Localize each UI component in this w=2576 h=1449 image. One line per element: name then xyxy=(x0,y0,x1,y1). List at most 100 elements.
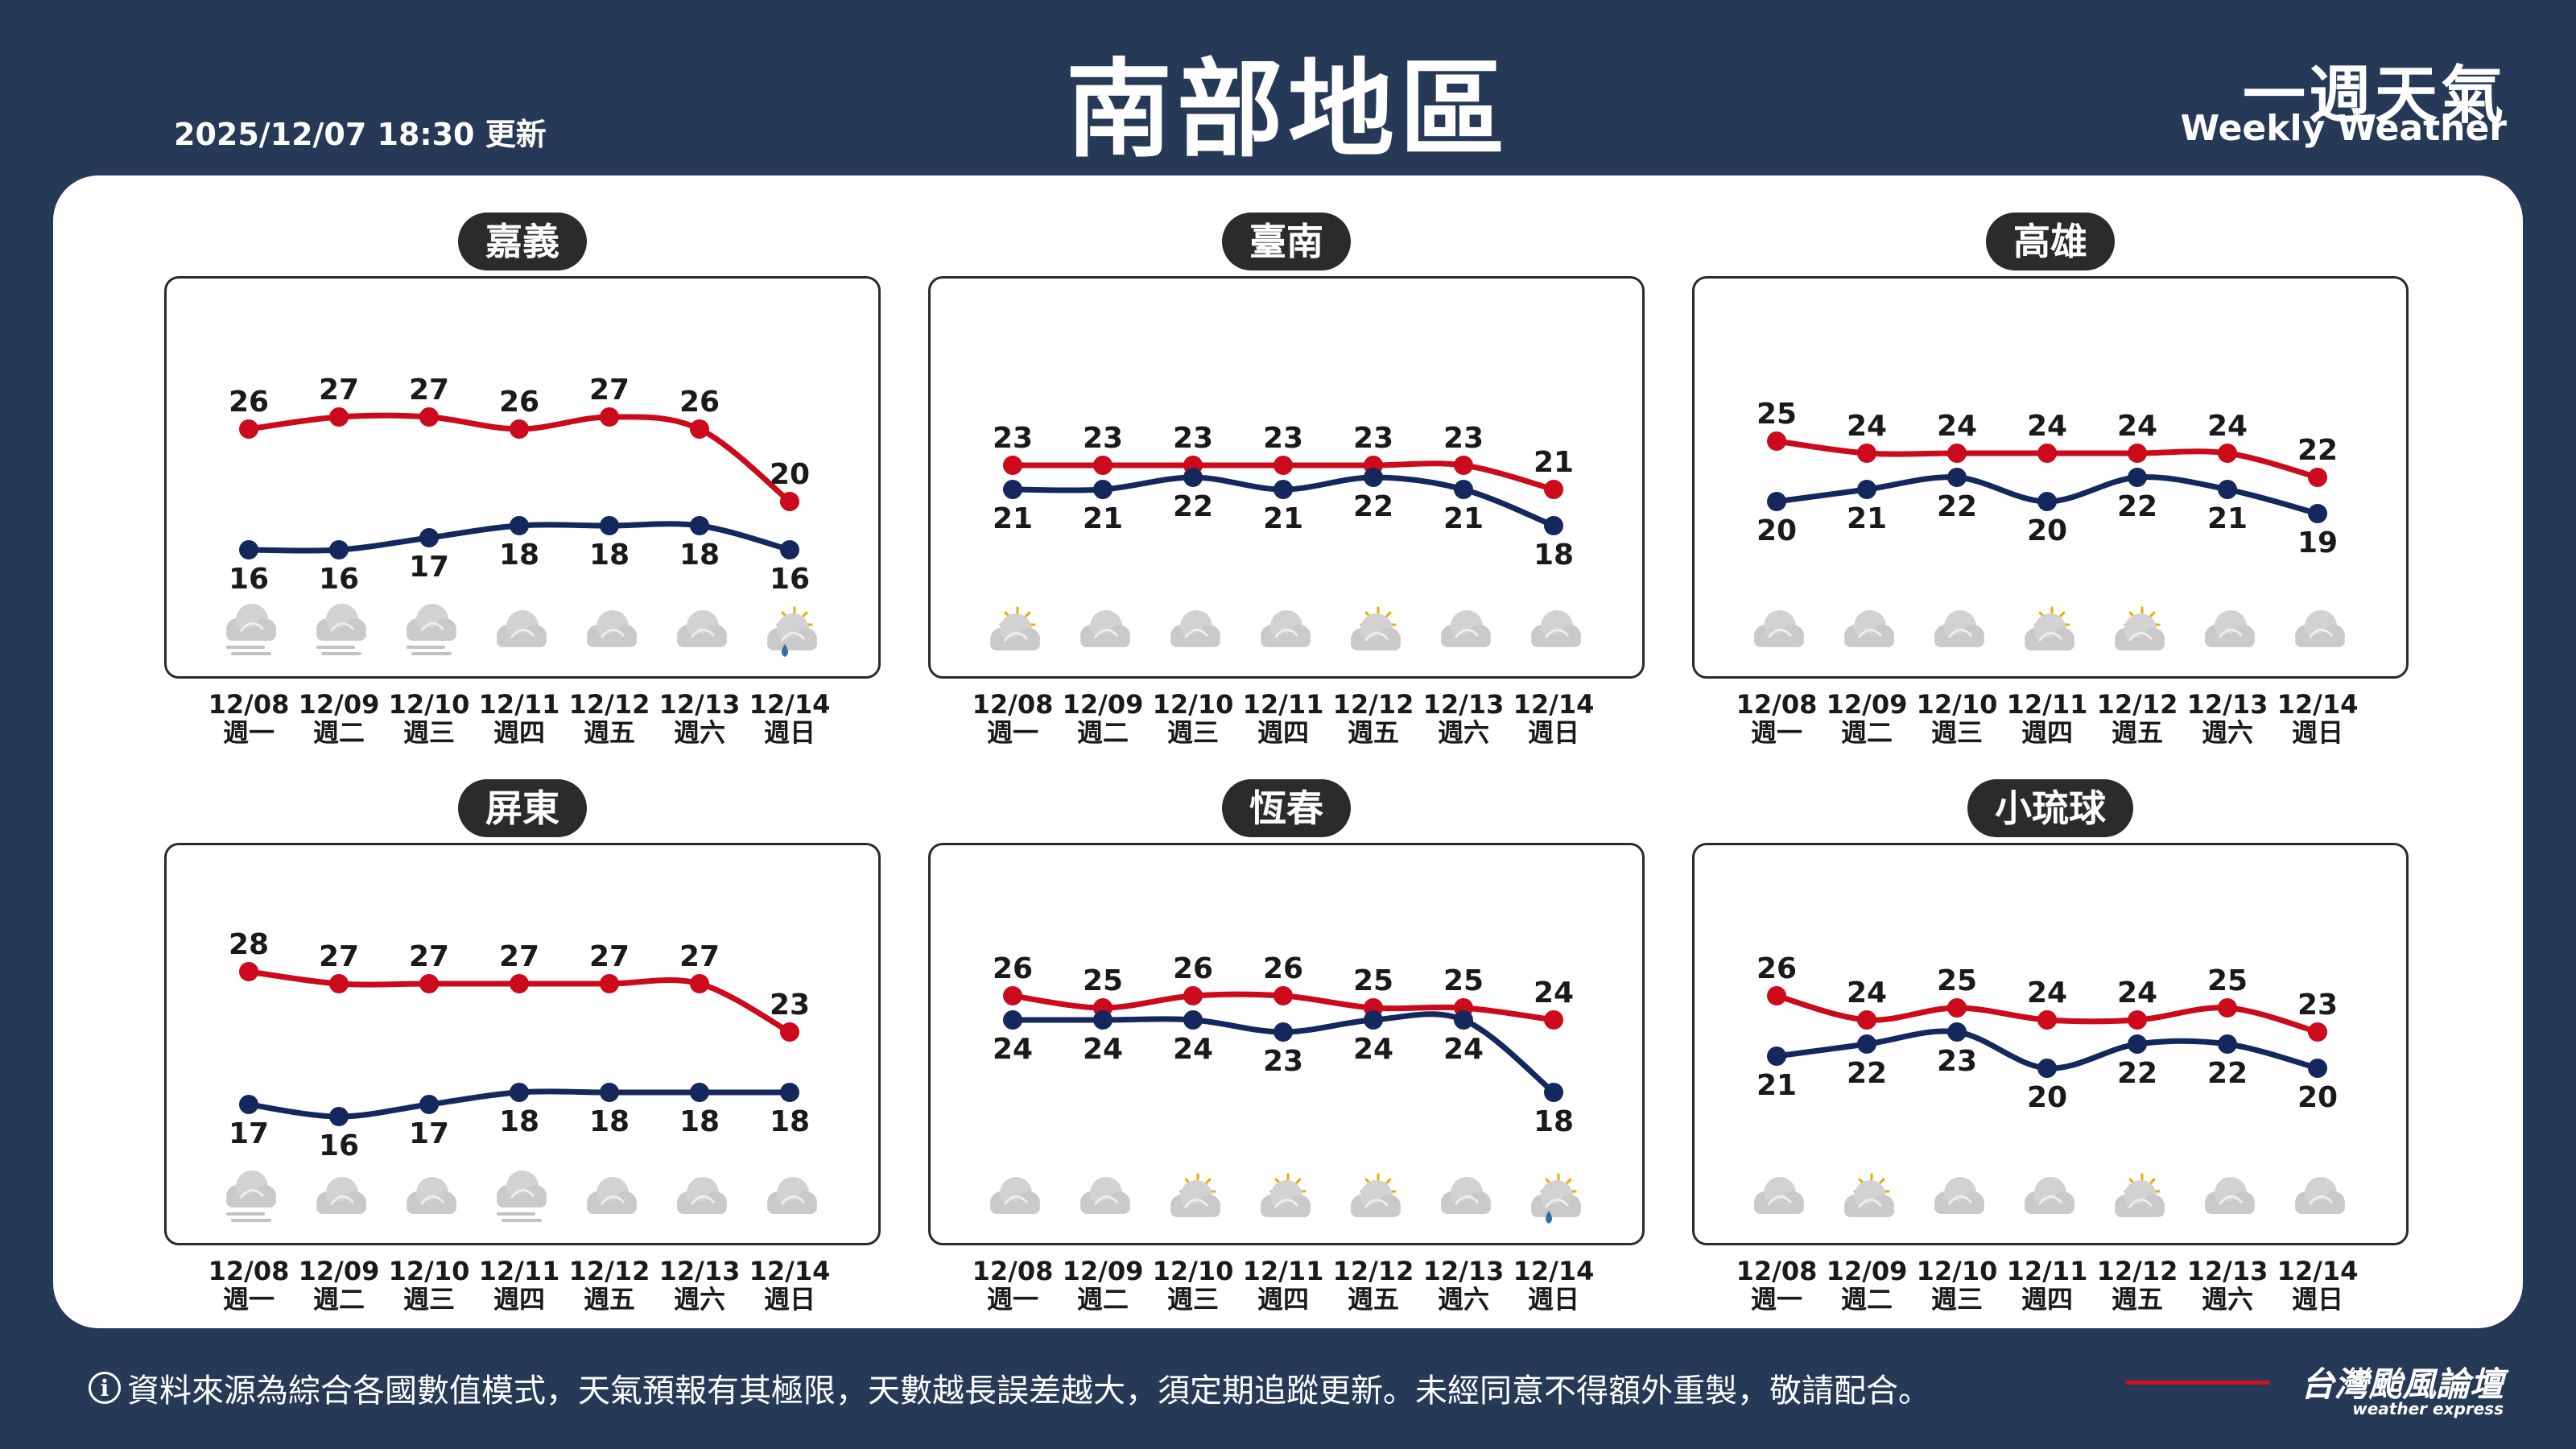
cloud-shape xyxy=(1441,610,1491,647)
low-temp-point xyxy=(1767,492,1786,511)
high-temp-label: 25 xyxy=(1443,964,1484,997)
cloudy-icon xyxy=(2295,610,2345,647)
cloudy-icon xyxy=(1934,1177,1984,1214)
weekday-tick-label: 週一 xyxy=(1751,1284,1802,1315)
weekday-tick-label: 週五 xyxy=(584,717,635,748)
cloud-shape xyxy=(1754,1177,1804,1214)
cloudy-icon xyxy=(587,610,637,647)
sun-cloud-icon xyxy=(1844,1173,1894,1217)
low-temp-point xyxy=(239,1095,258,1114)
weekday-tick-label: 週一 xyxy=(223,1284,275,1315)
high-temp-label: 25 xyxy=(2207,964,2248,997)
high-temp-label: 24 xyxy=(2117,976,2157,1009)
high-temp-point xyxy=(329,974,349,993)
weekday-tick-label: 週四 xyxy=(1257,717,1309,748)
date-tick-label: 12/13 xyxy=(2187,1256,2268,1286)
date-tick-label: 12/09 xyxy=(1063,689,1144,720)
cloud-shape xyxy=(2295,610,2345,647)
weekday-tick-label: 週二 xyxy=(1841,717,1893,748)
date-tick-label: 12/10 xyxy=(1917,1256,1998,1286)
low-temp-label: 18 xyxy=(679,539,720,572)
high-temp-label: 20 xyxy=(770,458,810,491)
high-temp-label: 28 xyxy=(229,928,269,961)
weekday-tick-label: 週三 xyxy=(403,1284,455,1315)
low-temp-label: 21 xyxy=(2207,502,2248,535)
sun-cloud-icon xyxy=(1170,1173,1220,1217)
cloud-shape xyxy=(1351,613,1401,650)
logo-accent-line xyxy=(2125,1381,2270,1385)
low-temp-point xyxy=(780,1083,799,1102)
high-temp-label: 24 xyxy=(2117,410,2157,443)
low-temp-label: 18 xyxy=(770,1105,810,1138)
high-temp-label: 23 xyxy=(993,422,1033,455)
date-tick-label: 12/10 xyxy=(1917,689,1998,720)
cloudy-icon xyxy=(1844,610,1894,647)
weekday-tick-label: 週六 xyxy=(1438,717,1489,748)
high-temp-point xyxy=(239,962,258,981)
low-temp-label: 18 xyxy=(499,539,539,572)
low-temp-label: 16 xyxy=(319,1129,359,1162)
weekday-tick-label: 週六 xyxy=(1438,1284,1489,1315)
high-temp-label: 23 xyxy=(2297,989,2338,1022)
high-temp-point xyxy=(1767,986,1786,1005)
sun-cloud-icon xyxy=(2115,1173,2165,1217)
high-temp-label: 23 xyxy=(1173,422,1213,455)
weekday-tick-label: 週四 xyxy=(493,1284,545,1315)
logo-text: 台灣颱風論壇 xyxy=(2300,1364,2504,1404)
high-temp-point xyxy=(2308,468,2327,487)
cloud-shape xyxy=(226,1170,276,1208)
cloud-shape xyxy=(767,613,817,650)
high-temp-point xyxy=(419,407,439,427)
low-temp-label: 20 xyxy=(2297,1081,2338,1114)
weekday-tick-label: 週四 xyxy=(493,717,545,748)
forecast-panel-hengchun: 恆春 26 25 26 26 25 25 24 24 24 24 23 24 24 18 12/08 12/0… xyxy=(928,762,1645,1326)
low-temp-point xyxy=(600,1083,619,1102)
cloudy-icon xyxy=(1934,610,1984,647)
low-temp-label: 20 xyxy=(2027,514,2067,547)
weekday-tick-label: 週二 xyxy=(1077,1284,1129,1315)
low-temp-label: 18 xyxy=(589,539,630,572)
date-tick-label: 12/11 xyxy=(479,689,560,720)
low-temp-point xyxy=(239,540,258,559)
high-temp-label: 27 xyxy=(409,940,449,973)
high-temp-point xyxy=(690,419,709,439)
cloud-shape xyxy=(1261,610,1311,647)
date-tick-label: 12/10 xyxy=(1153,689,1234,720)
high-temp-label: 26 xyxy=(993,952,1033,985)
low-temp-point xyxy=(1183,468,1203,487)
low-temp-label: 21 xyxy=(1757,1069,1797,1102)
high-temp-point xyxy=(1544,480,1563,499)
cloudy-icon xyxy=(767,1177,817,1214)
weekday-tick-label: 週日 xyxy=(764,717,815,748)
update-timestamp: 2025/12/07 18:30 更新 xyxy=(174,117,547,152)
temperature-chart: 25 24 24 24 24 24 22 20 21 22 20 22 21 19 12/08 12/09 12… xyxy=(1736,398,2359,748)
low-temp-point xyxy=(419,528,439,547)
high-temp-point xyxy=(239,419,258,439)
cloud-shape xyxy=(767,1177,817,1214)
forecast-panel-tainan: 臺南 23 23 23 23 23 23 21 21 21 22 21 22 21 18 12/08 12/0… xyxy=(928,196,1645,759)
cloud-shape xyxy=(407,604,456,641)
date-tick-label: 12/09 xyxy=(299,1256,380,1286)
disclaimer-text: 資料來源為綜合各國數值模式，天氣預報有其極限，天數越長誤差越大，須定期追蹤更新。… xyxy=(127,1373,1930,1410)
cloudy-icon xyxy=(407,1177,456,1214)
low-temp-label: 22 xyxy=(2117,490,2157,523)
low-temp-point xyxy=(1857,1034,1876,1054)
low-temp-label: 21 xyxy=(1083,502,1123,535)
date-tick-label: 12/09 xyxy=(1063,1256,1144,1286)
cloudy-icon xyxy=(1441,1177,1491,1214)
high-temp-label: 24 xyxy=(1847,976,1887,1009)
forecast-card: 嘉義 26 27 27 26 27 26 20 16 16 17 18 18 18 16 12/08 12/0… xyxy=(53,175,2523,1328)
low-temp-label: 24 xyxy=(1443,1033,1484,1066)
weekday-tick-label: 週五 xyxy=(2112,717,2163,748)
fog-icon xyxy=(226,604,276,655)
weekday-tick-label: 週五 xyxy=(584,1284,635,1315)
high-temp-point xyxy=(2308,1022,2327,1042)
weekday-tick-label: 週日 xyxy=(2292,1284,2343,1315)
high-temp-label: 21 xyxy=(1534,446,1574,479)
low-temp-label: 16 xyxy=(229,563,269,596)
low-temp-label: 16 xyxy=(319,563,359,596)
low-temp-label: 18 xyxy=(589,1105,630,1138)
date-tick-label: 12/12 xyxy=(1333,689,1414,720)
weekday-tick-label: 週三 xyxy=(1167,1284,1219,1315)
weekday-tick-label: 週六 xyxy=(2202,1284,2253,1315)
